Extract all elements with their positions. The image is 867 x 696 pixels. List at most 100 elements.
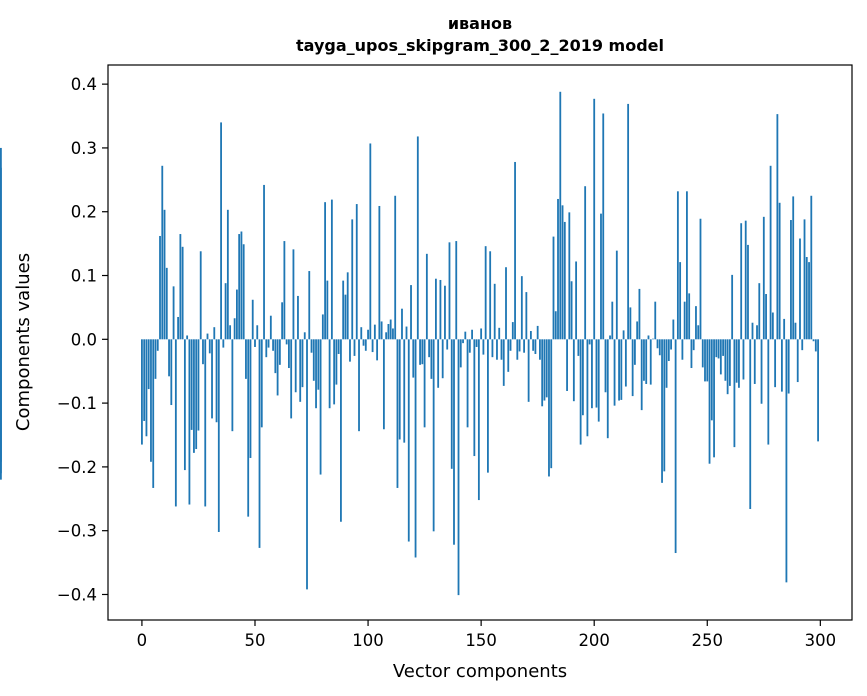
bar-component-296 xyxy=(810,195,813,340)
bar-component-128 xyxy=(430,339,433,379)
bar-component-45 xyxy=(242,244,245,340)
y-tick-label-2: −0.2 xyxy=(57,458,97,477)
bar-component-274 xyxy=(760,339,763,404)
bar-component-284 xyxy=(783,318,786,340)
bar-component-86 xyxy=(335,339,338,385)
bar-component-290 xyxy=(796,339,799,383)
bar-component-46 xyxy=(245,339,247,379)
bar-component-221 xyxy=(640,339,643,411)
x-axis-label: Vector components xyxy=(393,661,567,682)
bar-component-219 xyxy=(636,321,639,340)
bar-component-182 xyxy=(552,236,555,340)
bar-component-207 xyxy=(609,335,611,340)
bar-component-246 xyxy=(697,325,700,340)
bar-component-259 xyxy=(726,339,729,395)
bar-component-179 xyxy=(545,339,548,398)
bar-component-209 xyxy=(613,339,616,406)
bar-component-254 xyxy=(715,339,718,358)
bar-component-277 xyxy=(767,339,770,445)
bar-component-218 xyxy=(634,339,636,365)
bar-component-258 xyxy=(724,339,727,381)
bar-component-226 xyxy=(652,338,654,340)
bar-component-150 xyxy=(480,328,483,340)
bar-component-77 xyxy=(315,339,317,409)
bar-component-80 xyxy=(321,314,324,340)
bar-component-93 xyxy=(351,219,354,340)
bar-component-35 xyxy=(220,122,222,340)
bar-component-8 xyxy=(159,235,161,340)
bar-component-118 xyxy=(407,339,410,542)
bar-component-194 xyxy=(579,339,582,445)
bar-component-200 xyxy=(593,98,596,340)
bar-component-32 xyxy=(213,327,216,340)
bar-component-293 xyxy=(803,219,806,340)
bar-component-111 xyxy=(392,328,394,340)
bar-component-47 xyxy=(247,339,250,517)
bar-component-270 xyxy=(751,322,754,340)
bar-component-171 xyxy=(527,339,530,402)
bar-component-110 xyxy=(389,319,392,340)
bar-component-161 xyxy=(505,267,507,340)
bar-component-262 xyxy=(733,339,736,448)
bar-component-99 xyxy=(364,339,367,351)
bar-component-33 xyxy=(215,339,218,423)
bar-component-82 xyxy=(326,280,329,340)
bar-component-78 xyxy=(317,339,320,390)
bar-component-56 xyxy=(267,339,270,348)
bar-component-264 xyxy=(738,339,740,388)
bar-component-205 xyxy=(604,339,607,393)
bar-component-9 xyxy=(161,165,164,340)
bar-component-96 xyxy=(358,339,360,432)
bar-component-147 xyxy=(473,339,476,457)
bar-component-120 xyxy=(412,339,415,378)
bar-component-253 xyxy=(713,339,715,458)
bar-component-163 xyxy=(509,339,512,351)
bar-component-181 xyxy=(550,339,553,469)
bar-component-38 xyxy=(226,209,229,340)
bar-component-24 xyxy=(195,339,198,450)
bar-component-193 xyxy=(577,339,580,356)
bar-component-210 xyxy=(615,250,618,340)
y-tick-label-8: 0.4 xyxy=(71,75,97,94)
bar-component-13 xyxy=(170,339,173,406)
bar-component-97 xyxy=(360,327,363,340)
x-tick-label-150: 150 xyxy=(465,631,497,650)
bar-component-66 xyxy=(290,339,293,419)
bar-component-164 xyxy=(511,322,514,340)
bar-component-260 xyxy=(728,339,731,386)
bar-component-126 xyxy=(425,253,428,340)
y-tick-label-5: 0.1 xyxy=(71,267,97,286)
bar-component-11 xyxy=(165,267,168,340)
bar-component-130 xyxy=(435,278,437,340)
bar-component-281 xyxy=(776,114,779,340)
bar-component-234 xyxy=(670,339,672,350)
bar-component-101 xyxy=(369,143,372,340)
bar-component-249 xyxy=(704,339,706,382)
bar-component-undefined xyxy=(0,339,2,480)
bar-component-74 xyxy=(308,271,311,340)
bar-component-117 xyxy=(405,326,408,340)
bar-component-12 xyxy=(168,339,170,377)
bar-component-213 xyxy=(622,330,625,340)
bar-component-65 xyxy=(288,339,290,369)
bar-component-113 xyxy=(396,339,399,488)
bar-component-1 xyxy=(143,339,146,421)
bar-component-180 xyxy=(548,339,550,477)
bar-component-92 xyxy=(349,339,351,362)
bar-component-0 xyxy=(141,339,143,445)
bar-component-202 xyxy=(597,339,600,422)
bar-component-57 xyxy=(269,315,272,340)
bar-component-72 xyxy=(303,332,306,340)
bar-component-196 xyxy=(584,186,587,340)
bar-component-49 xyxy=(251,299,254,340)
bar-component-144 xyxy=(466,339,469,428)
bar-component-176 xyxy=(539,339,541,360)
bar-component-134 xyxy=(444,285,446,340)
bar-component-166 xyxy=(516,339,519,360)
bar-component-168 xyxy=(520,276,523,340)
y-tick-label-0: −0.4 xyxy=(57,585,97,604)
bar-component-280 xyxy=(774,339,777,388)
bar-component-137 xyxy=(450,339,453,469)
bar-component-60 xyxy=(276,339,279,396)
bar-component-291 xyxy=(799,238,801,340)
